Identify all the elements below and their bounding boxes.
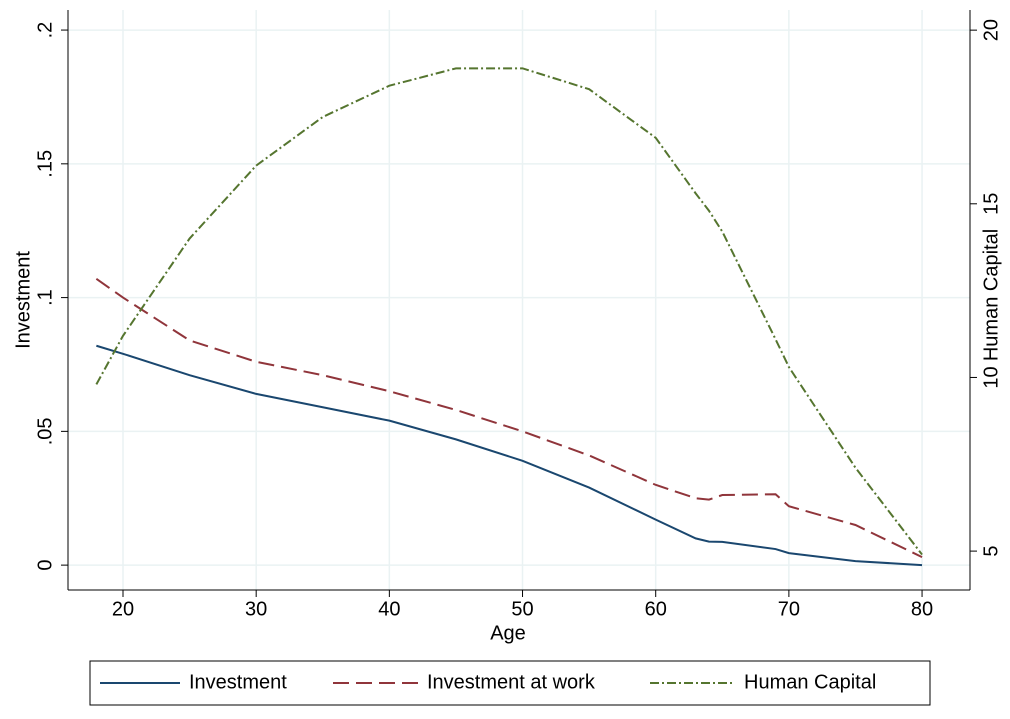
y-tick-label: .1 [34,289,56,306]
y2-tick-label: 10 [980,366,1002,388]
legend-label: Human Capital [744,671,876,693]
x-tick-label: 80 [911,598,933,620]
x-tick-label: 60 [645,598,667,620]
x-axis-label: Age [490,622,526,644]
legend-label: Investment [189,671,287,693]
y-axis-label: Investment [12,251,34,349]
y2-tick-label: 20 [980,19,1002,41]
y-tick-label: 0 [34,560,56,571]
series-line [95,278,923,558]
legend-label: Investment at work [427,671,596,693]
y-tick-label: .15 [34,150,56,178]
y-tick-label: .05 [34,417,56,445]
series-line [95,67,923,556]
x-tick-label: 70 [778,598,800,620]
series-line [96,344,923,567]
x-tick-label: 30 [245,598,267,620]
x-tick-label: 40 [378,598,400,620]
y2-tick-label: 15 [980,193,1002,215]
y-tick-label: .2 [34,22,56,39]
y2-axis-label: Human Capital [980,229,1002,361]
x-tick-label: 50 [511,598,533,620]
x-tick-label: 20 [112,598,134,620]
legend-box [89,660,931,706]
y2-tick-label: 5 [980,546,1002,557]
